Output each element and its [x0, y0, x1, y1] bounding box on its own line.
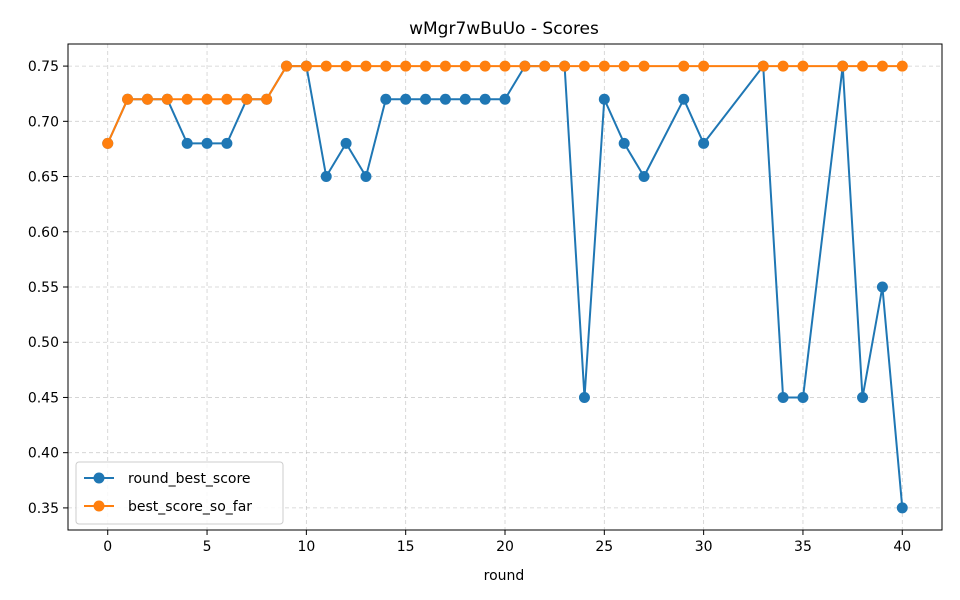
- data-point: [896, 502, 908, 514]
- data-point: [598, 60, 610, 72]
- data-point: [439, 60, 451, 72]
- data-point: [777, 391, 789, 403]
- x-tick-label: 40: [893, 539, 911, 555]
- y-tick-label: 0.65: [28, 170, 59, 186]
- x-tick-label: 30: [695, 539, 713, 555]
- data-point: [320, 171, 332, 183]
- y-tick-label: 0.55: [28, 280, 59, 296]
- data-point: [300, 60, 312, 72]
- y-tick-label: 0.70: [28, 114, 59, 130]
- data-point: [420, 60, 432, 72]
- data-point: [578, 60, 590, 72]
- data-point: [380, 60, 392, 72]
- data-point: [678, 60, 690, 72]
- data-point: [698, 137, 710, 149]
- x-tick-label: 20: [496, 539, 514, 555]
- data-point: [141, 93, 153, 105]
- data-point: [578, 391, 590, 403]
- data-point: [618, 137, 630, 149]
- data-point: [261, 93, 273, 105]
- x-axis-title: round: [484, 568, 525, 584]
- data-point: [479, 60, 491, 72]
- data-point: [320, 60, 332, 72]
- data-point: [459, 60, 471, 72]
- data-point: [519, 60, 531, 72]
- data-point: [797, 391, 809, 403]
- data-point: [618, 60, 630, 72]
- data-point: [400, 93, 412, 105]
- series-layer: [102, 60, 908, 514]
- data-point: [400, 60, 412, 72]
- data-point: [797, 60, 809, 72]
- data-point: [360, 171, 372, 183]
- x-tick-label: 10: [297, 539, 315, 555]
- chart-title: wMgr7wBuUo - Scores: [409, 19, 599, 39]
- data-point: [757, 60, 769, 72]
- y-tick-label: 0.50: [28, 335, 59, 351]
- y-tick-label: 0.45: [28, 390, 59, 406]
- series-best_score_so_far: [102, 60, 908, 149]
- data-point: [837, 60, 849, 72]
- y-tick-label: 0.75: [28, 59, 59, 75]
- legend-swatch-marker: [93, 472, 105, 484]
- x-tick-label: 15: [397, 539, 415, 555]
- data-point: [499, 93, 511, 105]
- data-point: [698, 60, 710, 72]
- data-point: [777, 60, 789, 72]
- x-tick-label: 0: [103, 539, 112, 555]
- data-point: [181, 93, 193, 105]
- legend-swatch-marker: [93, 500, 105, 512]
- data-point: [340, 137, 352, 149]
- legend: round_best_score best_score_so_far: [75, 461, 284, 525]
- data-point: [857, 391, 869, 403]
- data-point: [281, 60, 292, 72]
- x-tick-label: 35: [794, 539, 812, 555]
- x-tick-label: 5: [203, 539, 212, 555]
- data-point: [241, 93, 253, 105]
- data-point: [221, 137, 233, 149]
- data-point: [201, 137, 213, 149]
- data-point: [876, 281, 888, 293]
- y-tick-label: 0.60: [28, 225, 59, 241]
- data-point: [539, 60, 551, 72]
- y-tick-label: 0.35: [28, 501, 59, 517]
- legend-item: round_best_score: [84, 471, 251, 487]
- data-point: [340, 60, 352, 72]
- data-point: [201, 93, 213, 105]
- data-point: [638, 60, 650, 72]
- data-point: [638, 171, 650, 183]
- data-point: [439, 93, 451, 105]
- data-point: [459, 93, 471, 105]
- data-point: [360, 60, 372, 72]
- data-point: [221, 93, 233, 105]
- data-point: [102, 137, 114, 149]
- data-point: [479, 93, 491, 105]
- data-point: [181, 137, 193, 149]
- legend-item: best_score_so_far: [84, 499, 252, 515]
- legend-box: [75, 461, 284, 525]
- y-tick-label: 0.40: [28, 446, 59, 462]
- x-tick-label: 25: [595, 539, 613, 555]
- data-point: [896, 60, 908, 72]
- data-point: [857, 60, 869, 72]
- legend-label: best_score_so_far: [128, 499, 252, 515]
- data-point: [559, 60, 571, 72]
- data-point: [678, 93, 690, 105]
- data-point: [420, 93, 432, 105]
- data-point: [122, 93, 134, 105]
- data-point: [876, 60, 888, 72]
- axis-ticks: 0 5 10 15 20 25 30 35 40 0.35 0.40 0.45 0.50 0.55 0.60…: [28, 59, 911, 555]
- data-point: [161, 93, 173, 105]
- data-point: [598, 93, 610, 105]
- legend-label: round_best_score: [128, 471, 251, 487]
- data-point: [499, 60, 511, 72]
- data-point: [380, 93, 392, 105]
